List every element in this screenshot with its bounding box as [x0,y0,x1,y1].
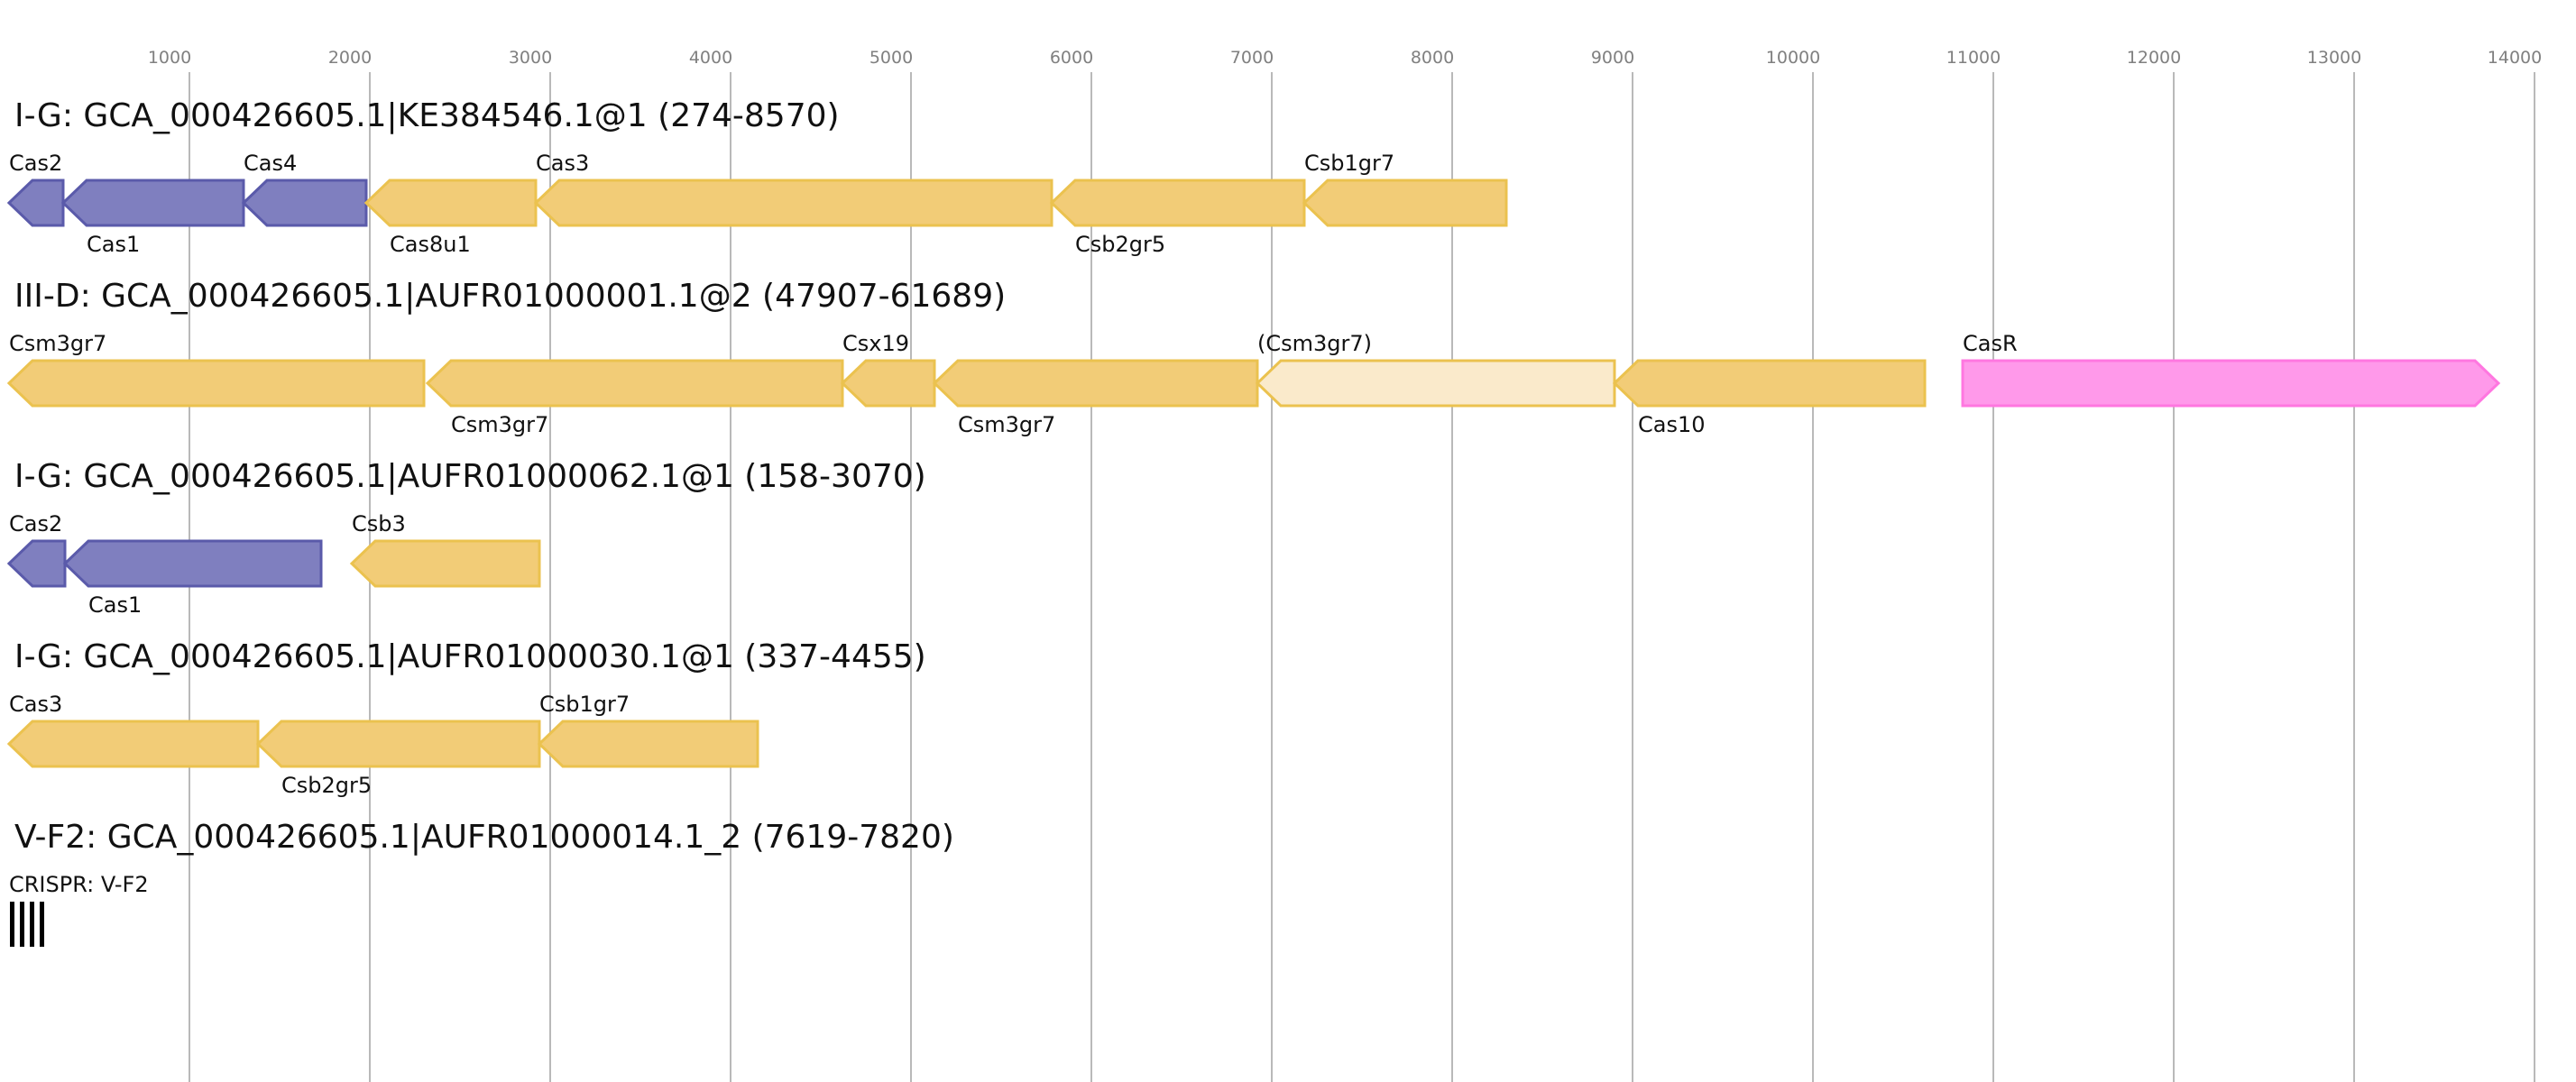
locus-row: I-G: GCA_000426605.1|AUFR01000062.1@1 (1… [6,458,926,618]
gene-label: Cas4 [244,151,297,176]
locus-row: I-G: GCA_000426605.1|KE384546.1@1 (274-8… [6,97,1508,257]
gene-arrow [60,179,245,227]
axis-tick-label: 3000 [509,48,552,68]
gene-arrow [533,179,1053,227]
gene-arrow [255,720,541,768]
axis-tick-label: 7000 [1230,48,1274,68]
gene-label: (Csm3gr7) [1257,331,1372,356]
axis-tick-label: 5000 [869,48,913,68]
locus-title: III-D: GCA_000426605.1|AUFR01000001.1@2 … [14,278,1006,315]
axis-tick-label: 1000 [148,48,191,68]
gene-arrow [1961,359,2501,408]
gene-label: Cas2 [9,511,62,536]
gene-arrow [363,179,538,227]
gene-label: Csb1gr7 [539,692,630,717]
locus-row: V-F2: GCA_000426605.1|AUFR01000014.1_2 (… [9,819,954,947]
locus-row: III-D: GCA_000426605.1|AUFR01000001.1@2 … [6,278,2501,437]
axis-tick-label: 8000 [1411,48,1454,68]
gene-label: Cas3 [536,151,589,176]
gene-label: Csx19 [842,331,909,356]
locus-title: I-G: GCA_000426605.1|KE384546.1@1 (274-8… [14,97,840,134]
axis-tick-label: 14000 [2488,48,2542,68]
gene-label: CasR [1963,331,2018,356]
gene-label: Cas1 [87,232,140,257]
gene-arrow [241,179,368,227]
gene-arrow [6,359,426,408]
gene-label: Cas1 [88,592,142,618]
axis-ticks: 1000 2000 3000 4000 5000 6000 7000 8000 9000 1000… [148,48,2542,68]
gene-label: Csb2gr5 [281,773,372,798]
gene-label: Csm3gr7 [9,331,106,356]
axis-tick-label: 2000 [328,48,372,68]
crispr-repeat [30,902,34,947]
loci: I-G: GCA_000426605.1|KE384546.1@1 (274-8… [6,97,2501,947]
axis-tick-label: 6000 [1050,48,1093,68]
gene-arrow [1049,179,1306,227]
gene-label: Csb2gr5 [1075,232,1165,257]
gene-label: Csm3gr7 [958,412,1055,437]
gridlines [189,72,2535,1082]
axis-tick-label: 12000 [2127,48,2181,68]
gene-label: Cas10 [1638,412,1706,437]
axis-tick-label: 9000 [1591,48,1634,68]
axis-tick-label: 13000 [2307,48,2361,68]
crispr-label: CRISPR: V-F2 [9,872,149,897]
locus-title: V-F2: GCA_000426605.1|AUFR01000014.1_2 (… [14,819,954,856]
axis-tick-label: 10000 [1766,48,1820,68]
crispr-repeat [20,902,24,947]
locus-title: I-G: GCA_000426605.1|AUFR01000062.1@1 (1… [14,458,926,495]
gene-arrow [425,359,844,408]
gene-label: Cas3 [9,692,62,717]
gene-arrow [6,720,260,768]
locus-title: I-G: GCA_000426605.1|AUFR01000030.1@1 (3… [14,638,926,675]
gene-label: Csm3gr7 [451,412,548,437]
gene-arrow [932,359,1259,408]
gene-arrow [537,720,759,768]
gene-label: Csb1gr7 [1304,151,1394,176]
gene-label: Cas8u1 [390,232,471,257]
axis-tick-label: 11000 [1946,48,2001,68]
gene-label: Cas2 [9,151,62,176]
crispr-repeat [10,902,14,947]
gene-label: Csb3 [352,511,406,536]
gene-arrow [1255,359,1616,408]
gene-arrow [1302,179,1508,227]
axis-tick-label: 4000 [689,48,732,68]
gene-arrow [349,539,541,588]
gene-arrow [62,539,323,588]
crispr-repeat [40,902,44,947]
gene-arrow [1612,359,1927,408]
locus-row: I-G: GCA_000426605.1|AUFR01000030.1@1 (3… [6,638,926,798]
